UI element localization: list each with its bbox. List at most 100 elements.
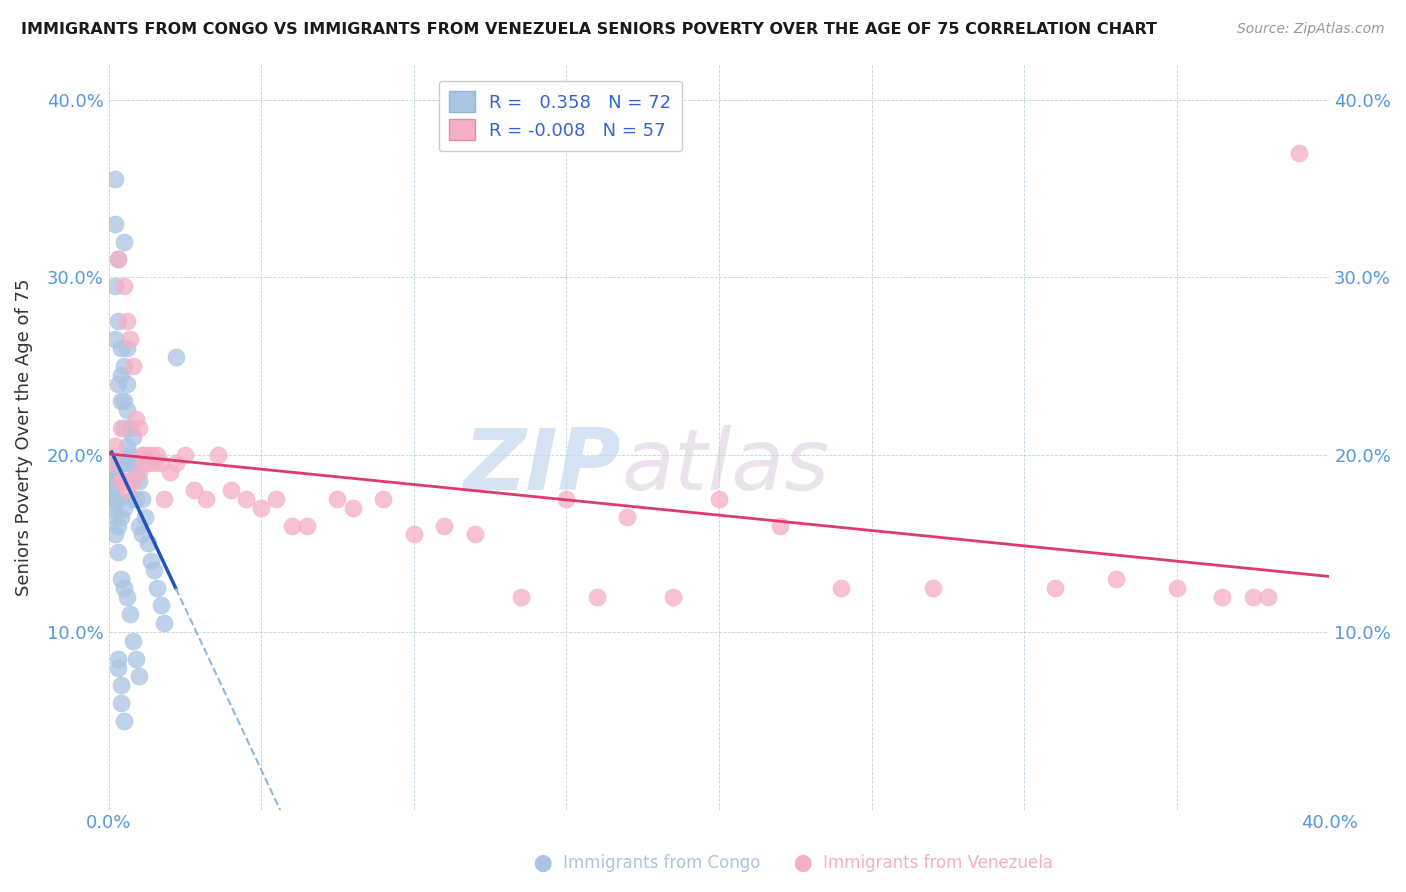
- Point: [402, 527, 425, 541]
- Point: [118, 448, 141, 462]
- Point: [110, 678, 132, 692]
- Point: [115, 376, 138, 391]
- Point: [122, 491, 145, 506]
- Point: [112, 457, 135, 471]
- Point: [100, 474, 122, 488]
- Point: [326, 491, 349, 506]
- Point: [125, 491, 148, 506]
- Text: ⬤  Immigrants from Congo: ⬤ Immigrants from Congo: [534, 855, 761, 872]
- Point: [165, 457, 187, 471]
- Point: [433, 518, 456, 533]
- Point: [149, 599, 172, 613]
- Point: [104, 474, 127, 488]
- Point: [586, 590, 609, 604]
- Point: [115, 483, 138, 497]
- Point: [707, 491, 730, 506]
- Point: [115, 341, 138, 355]
- Legend: R =   0.358   N = 72, R = -0.008   N = 57: R = 0.358 N = 72, R = -0.008 N = 57: [439, 80, 682, 151]
- Point: [207, 448, 229, 462]
- Point: [107, 474, 129, 488]
- Point: [128, 669, 150, 683]
- Point: [110, 341, 132, 355]
- Point: [159, 465, 181, 479]
- Point: [100, 491, 122, 506]
- Point: [100, 500, 122, 515]
- Point: [373, 491, 395, 506]
- Y-axis label: Seniors Poverty Over the Age of 75: Seniors Poverty Over the Age of 75: [15, 278, 32, 596]
- Point: [104, 332, 127, 346]
- Point: [110, 474, 132, 488]
- Text: ⬤  Immigrants from Venezuela: ⬤ Immigrants from Venezuela: [794, 855, 1053, 872]
- Point: [122, 359, 145, 373]
- Point: [112, 474, 135, 488]
- Text: ZIP: ZIP: [464, 425, 621, 508]
- Point: [134, 509, 156, 524]
- Point: [183, 483, 205, 497]
- Point: [118, 607, 141, 622]
- Point: [1257, 590, 1279, 604]
- Point: [118, 332, 141, 346]
- Point: [100, 457, 122, 471]
- Point: [104, 527, 127, 541]
- Point: [131, 491, 153, 506]
- Point: [555, 491, 578, 506]
- Point: [115, 403, 138, 417]
- Point: [110, 421, 132, 435]
- Point: [219, 483, 242, 497]
- Point: [122, 457, 145, 471]
- Point: [112, 279, 135, 293]
- Point: [115, 439, 138, 453]
- Point: [115, 457, 138, 471]
- Point: [107, 314, 129, 328]
- Point: [152, 491, 174, 506]
- Point: [118, 474, 141, 488]
- Point: [342, 500, 364, 515]
- Point: [107, 660, 129, 674]
- Point: [104, 439, 127, 453]
- Point: [110, 457, 132, 471]
- Point: [122, 474, 145, 488]
- Point: [112, 394, 135, 409]
- Point: [112, 714, 135, 728]
- Point: [104, 491, 127, 506]
- Point: [112, 581, 135, 595]
- Point: [662, 590, 685, 604]
- Point: [107, 252, 129, 267]
- Point: [146, 581, 169, 595]
- Point: [107, 491, 129, 506]
- Point: [115, 590, 138, 604]
- Point: [152, 616, 174, 631]
- Point: [107, 376, 129, 391]
- Point: [769, 518, 792, 533]
- Point: [110, 368, 132, 382]
- Point: [115, 314, 138, 328]
- Point: [128, 465, 150, 479]
- Point: [1104, 572, 1126, 586]
- Point: [250, 500, 273, 515]
- Point: [141, 554, 163, 568]
- Point: [136, 536, 159, 550]
- Point: [107, 457, 129, 471]
- Point: [104, 457, 127, 471]
- Point: [122, 634, 145, 648]
- Point: [107, 651, 129, 665]
- Point: [280, 518, 302, 533]
- Point: [830, 581, 852, 595]
- Point: [112, 359, 135, 373]
- Point: [125, 651, 148, 665]
- Point: [1241, 590, 1264, 604]
- Point: [100, 465, 122, 479]
- Point: [118, 421, 141, 435]
- Point: [122, 430, 145, 444]
- Point: [104, 172, 127, 186]
- Point: [143, 563, 166, 577]
- Point: [195, 491, 218, 506]
- Point: [110, 474, 132, 488]
- Point: [100, 483, 122, 497]
- Point: [112, 500, 135, 515]
- Point: [1043, 581, 1066, 595]
- Point: [509, 590, 531, 604]
- Point: [107, 252, 129, 267]
- Point: [134, 448, 156, 462]
- Point: [112, 421, 135, 435]
